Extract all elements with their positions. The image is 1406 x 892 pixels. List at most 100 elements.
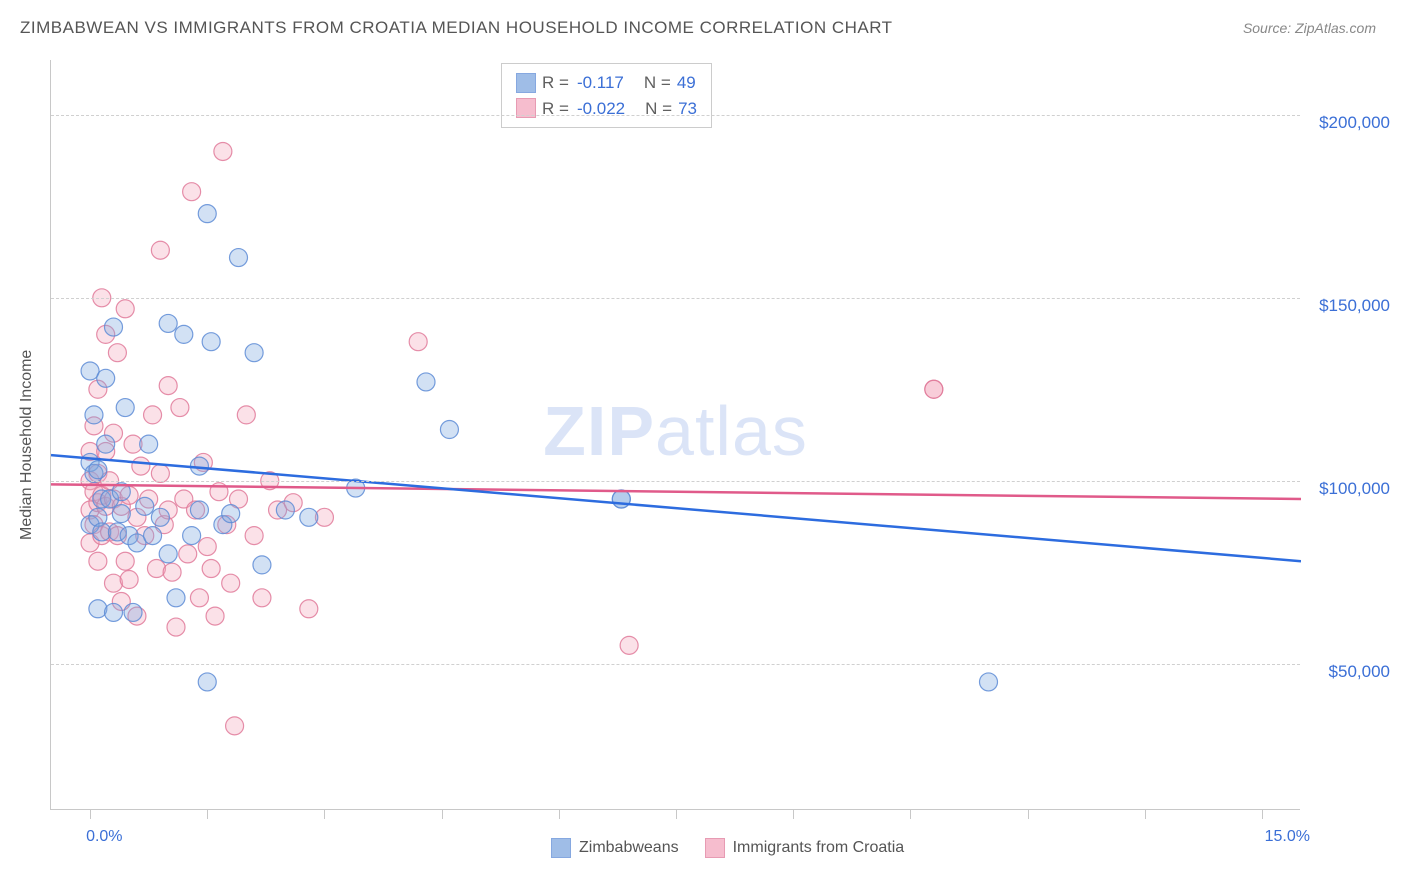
data-point-a xyxy=(159,314,177,332)
data-point-b xyxy=(222,574,240,592)
legend-item-b: Immigrants from Croatia xyxy=(705,838,905,858)
data-point-a xyxy=(612,490,630,508)
data-point-b xyxy=(171,399,189,417)
data-point-b xyxy=(190,589,208,607)
chart-title: ZIMBABWEAN VS IMMIGRANTS FROM CROATIA ME… xyxy=(20,18,893,38)
correlation-legend-box: R = -0.117 N = 49 R = -0.022 N = 73 xyxy=(501,63,712,128)
y-axis-label: Median Household Income xyxy=(18,350,36,540)
r-label: R = xyxy=(542,96,569,122)
data-point-b xyxy=(120,571,138,589)
gridline xyxy=(51,298,1300,299)
data-point-b xyxy=(206,607,224,625)
correlation-row-a: R = -0.117 N = 49 xyxy=(516,70,697,96)
plot-area: ZIPatlas R = -0.117 N = 49 R = -0.022 N … xyxy=(50,60,1300,810)
x-tick xyxy=(442,809,443,819)
series-legend: Zimbabweans Immigrants from Croatia xyxy=(551,838,904,858)
data-point-b xyxy=(202,560,220,578)
legend-label-a: Zimbabweans xyxy=(579,839,679,857)
data-point-b xyxy=(214,142,232,160)
data-point-b xyxy=(237,406,255,424)
x-tick xyxy=(910,809,911,819)
x-tick xyxy=(324,809,325,819)
legend-swatch-b xyxy=(705,838,725,858)
data-point-b xyxy=(159,377,177,395)
y-tick-label: $200,000 xyxy=(1310,113,1390,133)
legend-label-b: Immigrants from Croatia xyxy=(733,839,905,857)
data-point-b xyxy=(300,600,318,618)
r-label: R = xyxy=(542,70,569,96)
data-point-b xyxy=(147,560,165,578)
data-point-a xyxy=(202,333,220,351)
data-point-b xyxy=(183,183,201,201)
data-point-a xyxy=(300,508,318,526)
x-tick xyxy=(207,809,208,819)
data-point-a xyxy=(151,508,169,526)
y-tick-label: $100,000 xyxy=(1310,479,1390,499)
r-value-a: -0.117 xyxy=(577,70,624,96)
data-point-a xyxy=(144,527,162,545)
data-point-a xyxy=(89,461,107,479)
data-point-b xyxy=(179,545,197,563)
data-point-a xyxy=(417,373,435,391)
data-point-a xyxy=(222,505,240,523)
data-point-b xyxy=(163,563,181,581)
data-point-b xyxy=(105,574,123,592)
data-point-b xyxy=(620,636,638,654)
data-point-a xyxy=(190,501,208,519)
data-point-a xyxy=(253,556,271,574)
data-point-a xyxy=(136,497,154,515)
data-point-b xyxy=(116,552,134,570)
data-point-a xyxy=(85,406,103,424)
x-tick xyxy=(90,809,91,819)
x-tick xyxy=(793,809,794,819)
data-point-b xyxy=(925,380,943,398)
x-axis-min-label: 0.0% xyxy=(86,828,122,846)
x-tick xyxy=(1262,809,1263,819)
data-point-a xyxy=(198,673,216,691)
swatch-series-a xyxy=(516,73,536,93)
n-value-a: 49 xyxy=(677,70,696,96)
data-point-b xyxy=(132,457,150,475)
source-attribution: Source: ZipAtlas.com xyxy=(1243,20,1376,36)
data-point-b xyxy=(151,464,169,482)
data-point-b xyxy=(167,618,185,636)
y-tick-label: $150,000 xyxy=(1310,296,1390,316)
x-tick xyxy=(676,809,677,819)
data-point-a xyxy=(245,344,263,362)
data-point-b xyxy=(245,527,263,545)
x-axis-max-label: 15.0% xyxy=(1265,828,1310,846)
data-point-a xyxy=(183,527,201,545)
data-point-a xyxy=(124,603,142,621)
r-value-b: -0.022 xyxy=(577,96,625,122)
data-point-a xyxy=(159,545,177,563)
x-tick xyxy=(559,809,560,819)
data-point-a xyxy=(980,673,998,691)
x-tick xyxy=(1028,809,1029,819)
n-label: N = xyxy=(644,70,671,96)
data-point-a xyxy=(230,249,248,267)
data-point-a xyxy=(440,421,458,439)
data-point-a xyxy=(105,603,123,621)
data-point-b xyxy=(151,241,169,259)
chart-svg xyxy=(51,60,1301,810)
gridline xyxy=(51,481,1300,482)
data-point-a xyxy=(167,589,185,607)
data-point-a xyxy=(116,399,134,417)
data-point-a xyxy=(97,435,115,453)
legend-item-a: Zimbabweans xyxy=(551,838,679,858)
data-point-a xyxy=(112,505,130,523)
gridline xyxy=(51,664,1300,665)
data-point-a xyxy=(97,369,115,387)
x-tick xyxy=(1145,809,1146,819)
legend-swatch-a xyxy=(551,838,571,858)
gridline xyxy=(51,115,1300,116)
data-point-a xyxy=(140,435,158,453)
data-point-b xyxy=(226,717,244,735)
data-point-b xyxy=(144,406,162,424)
data-point-a xyxy=(175,325,193,343)
n-value-b: 73 xyxy=(678,96,697,122)
data-point-b xyxy=(409,333,427,351)
n-label: N = xyxy=(645,96,672,122)
data-point-a xyxy=(89,600,107,618)
data-point-b xyxy=(198,538,216,556)
